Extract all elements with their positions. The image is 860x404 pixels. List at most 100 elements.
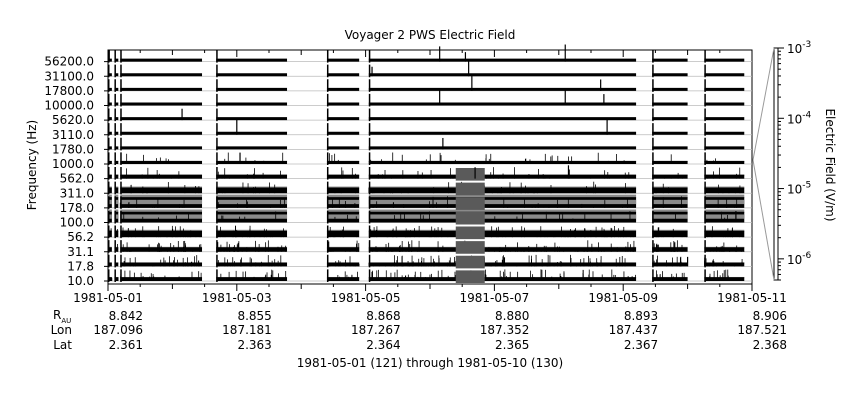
lat-value: 2.365 <box>495 338 529 352</box>
rau-label: RAU <box>53 308 71 325</box>
segment-edge <box>108 108 110 122</box>
channel-noise <box>652 194 688 199</box>
segment-edge <box>216 240 218 253</box>
channel-segment <box>368 247 637 252</box>
segment-edge <box>108 210 110 224</box>
y-tick-label: 1780.0 <box>52 142 94 156</box>
channel-noise <box>108 194 112 199</box>
segment-edge <box>326 123 329 136</box>
segment-edge <box>108 240 110 253</box>
segment-edge <box>326 181 329 195</box>
x-tick-label: 1981-05-07 <box>460 291 530 305</box>
segment-edge <box>108 196 110 209</box>
segment-edge <box>120 254 122 268</box>
channel-segment <box>326 117 360 121</box>
segment-edge <box>652 64 654 78</box>
segment-edge <box>216 269 218 282</box>
channel-segment <box>368 58 637 62</box>
channel-segment <box>652 102 688 106</box>
channel-segment <box>704 174 745 179</box>
segment-edge <box>652 254 654 268</box>
segment-edge <box>368 93 371 107</box>
channel-noise <box>652 186 688 189</box>
channel-segment <box>652 73 688 77</box>
segment-edge <box>652 196 654 209</box>
dense-region-block <box>455 211 485 225</box>
segment-edge <box>326 196 329 209</box>
segment-edge <box>652 240 654 253</box>
channel-segment <box>704 161 745 164</box>
channel-segment <box>216 117 288 121</box>
x-tick-label: 1981-05-09 <box>588 291 658 305</box>
channel-segment <box>114 161 119 164</box>
channel-noise-band <box>704 199 745 205</box>
segment-edge <box>652 79 654 92</box>
y-tick-label: 17.8 <box>67 259 94 273</box>
segment-edge <box>108 254 110 268</box>
channel-segment <box>216 187 288 194</box>
segment-edge <box>326 210 329 224</box>
channel-segment <box>108 247 112 252</box>
channel-noise <box>326 186 360 189</box>
channel-segment <box>120 174 203 179</box>
colorbar-tick-label: 10-3 <box>787 40 811 56</box>
segment-edge <box>326 167 329 180</box>
segment-edge <box>120 93 122 107</box>
channel-segment <box>368 277 637 281</box>
channel-segment <box>114 262 119 267</box>
dense-region-block <box>455 197 485 210</box>
channel-row <box>108 209 752 224</box>
channel-noise <box>326 229 360 232</box>
segment-edge <box>326 240 329 253</box>
channel-segment <box>326 161 360 164</box>
channel-noise-band <box>216 199 288 205</box>
segment-edge <box>652 152 654 165</box>
channel-segment <box>114 73 119 77</box>
segment-edge <box>114 123 116 136</box>
segment-edge <box>704 240 706 253</box>
channel-segment <box>108 58 112 62</box>
channel-noise <box>108 186 112 189</box>
channel-segment <box>326 187 360 194</box>
segment-edge <box>114 167 116 180</box>
dense-region-block <box>455 270 485 283</box>
segment-edge <box>368 167 371 180</box>
y-tick-label: 562.0 <box>60 172 94 186</box>
channel-segment <box>652 146 688 150</box>
segment-edge <box>216 181 218 195</box>
channel-segment <box>652 131 688 135</box>
channel-segment <box>652 174 688 179</box>
channel-noise <box>114 209 119 213</box>
colorbar-connector <box>752 159 775 281</box>
segment-edge <box>326 225 329 239</box>
segment-edge <box>120 210 122 224</box>
channel-segment <box>368 187 637 194</box>
channel-segment <box>704 87 745 91</box>
channel-noise <box>652 229 688 232</box>
channel-noise <box>704 194 745 199</box>
channel-segment <box>216 277 288 281</box>
segment-edge <box>120 152 122 165</box>
channel-segment <box>216 230 288 238</box>
segment-edge <box>108 123 110 136</box>
channel-segment <box>114 131 119 135</box>
channel-segment <box>216 73 288 77</box>
y-tick-labels: 56200.031100.017800.010000.05620.03110.0… <box>44 55 108 288</box>
segment-edge <box>704 137 706 151</box>
lon-value: 187.267 <box>351 323 401 337</box>
channel-segment <box>120 87 203 91</box>
channel-segment <box>368 146 637 150</box>
channel-segment <box>704 247 745 252</box>
channel-segment <box>652 117 688 121</box>
segment-edge <box>120 137 122 151</box>
channel-segment <box>216 247 288 252</box>
segment-edge <box>704 50 706 63</box>
channel-segment <box>120 102 203 106</box>
channel-segment <box>108 230 112 238</box>
channel-noise <box>120 229 203 232</box>
colorbar-tick-label: 10-6 <box>787 251 812 267</box>
segment-edge <box>216 108 218 122</box>
dense-region-block <box>455 182 485 196</box>
channel-noise-band <box>326 199 360 205</box>
segment-edge <box>704 210 706 224</box>
